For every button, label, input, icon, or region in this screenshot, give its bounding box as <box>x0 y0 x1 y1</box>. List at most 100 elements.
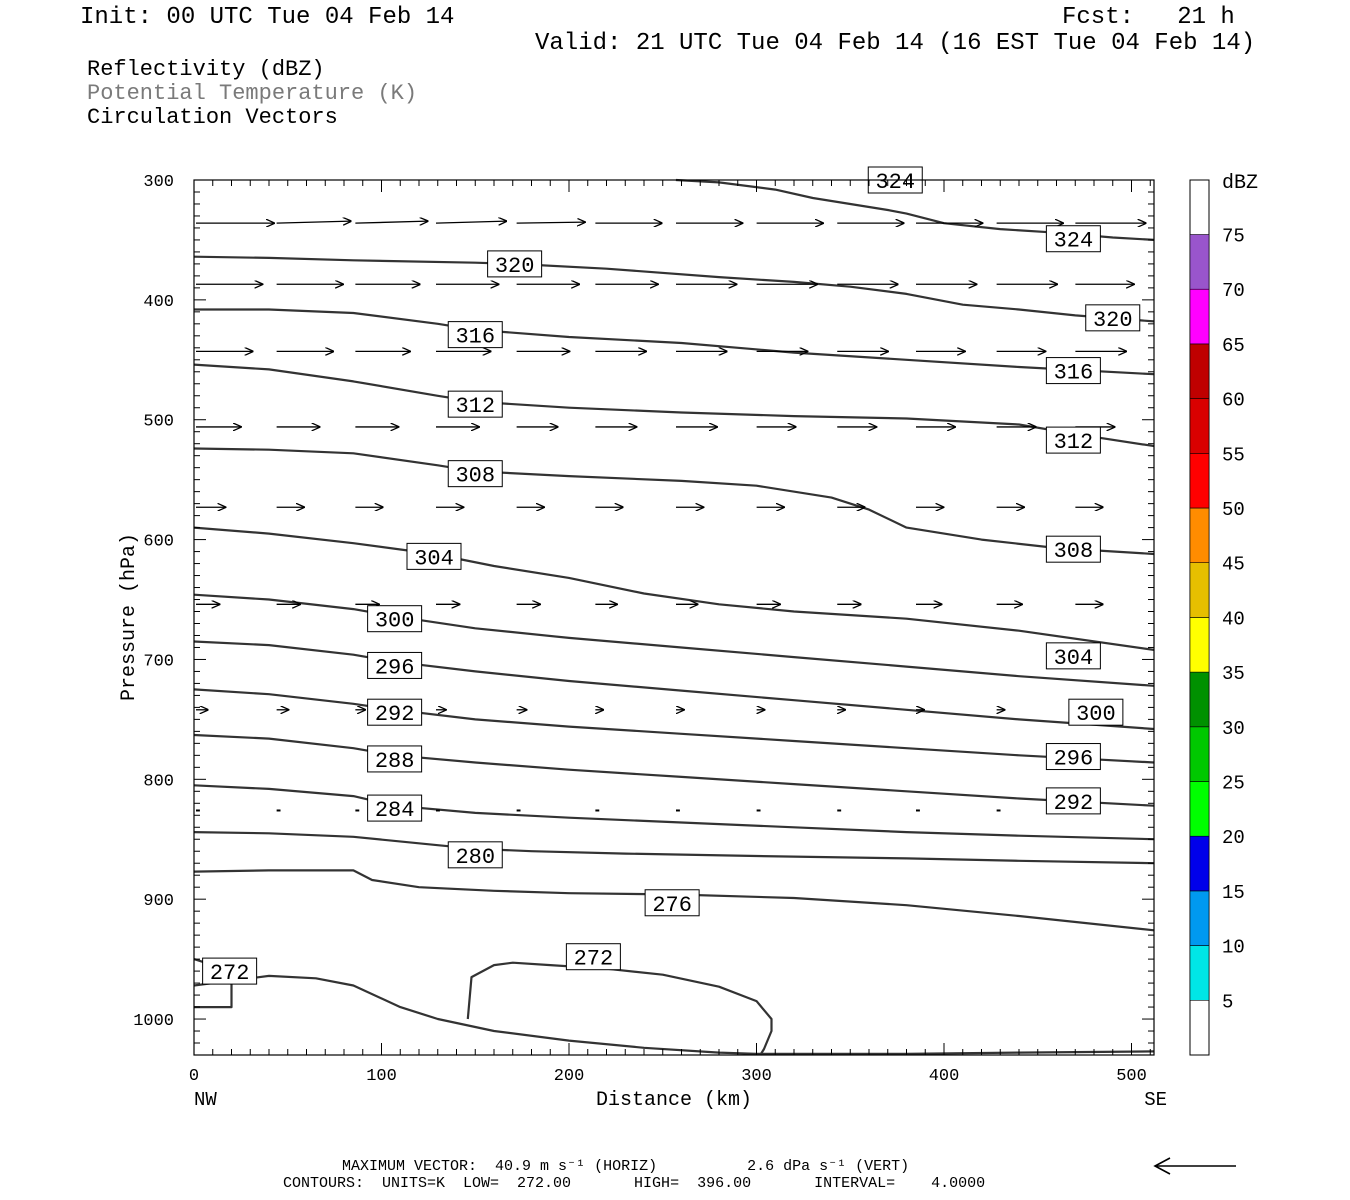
contour-label: 308 <box>1054 539 1094 564</box>
contour-label-frame <box>406 542 462 570</box>
contour-label-box: 324 <box>1045 225 1101 254</box>
theta-contour-284 <box>193 784 1155 841</box>
contour-label-frame <box>1045 787 1101 815</box>
theta-contour-surface <box>193 974 1155 1055</box>
contour-label-box: 288 <box>367 745 423 774</box>
circulation-vectors <box>196 221 1146 812</box>
theta-contour-300 <box>193 593 1155 687</box>
colorbar-segment <box>1189 890 1210 946</box>
contour-label-frame <box>447 390 503 418</box>
colorbar-label: 10 <box>1222 937 1245 959</box>
contour-label-box: 280 <box>447 841 503 870</box>
contours-note: CONTOURS: UNITS=K LOW= 272.00 HIGH= 396.… <box>283 1175 986 1192</box>
colorbar-label: 5 <box>1222 991 1233 1013</box>
colorbar-label: 15 <box>1222 882 1245 904</box>
contour-label-frame <box>447 841 503 869</box>
contour-label-box: 276 <box>644 889 700 918</box>
colorbar-segment <box>1189 507 1210 564</box>
contour-label-box: 312 <box>1045 426 1101 455</box>
contour-label-box: 296 <box>1045 743 1101 772</box>
contour-label-box: 312 <box>447 390 503 419</box>
colorbar-label: 75 <box>1222 226 1245 248</box>
colorbar-label: 40 <box>1222 608 1245 630</box>
y-tick-label: 300 <box>143 173 174 192</box>
x-tick-label: 300 <box>741 1067 772 1086</box>
theta-contour-312 <box>193 363 1155 448</box>
y-tick-label: 400 <box>143 293 174 312</box>
colorbar-label: 65 <box>1222 335 1245 357</box>
x-tick-label: 0 <box>189 1067 199 1086</box>
colorbar-segment <box>1189 343 1210 399</box>
colorbar-segment <box>1189 945 1210 1001</box>
contour-label: 296 <box>375 655 415 680</box>
x-axis-title: Distance (km) <box>596 1089 752 1112</box>
reference-vector-arrow <box>1153 1157 1236 1175</box>
x-tick-label: 100 <box>366 1067 397 1086</box>
contour-label-box: 292 <box>367 698 423 727</box>
colorbar-segment <box>1189 452 1210 509</box>
contour-label-frame <box>1085 304 1141 332</box>
x-end-label-se: SE <box>1144 1089 1167 1111</box>
colorbar-label: 50 <box>1222 499 1245 521</box>
contour-label-frame <box>367 651 423 679</box>
y-axis-title: Pressure (hPa) <box>118 533 141 701</box>
contour-label-box: 292 <box>1045 787 1101 816</box>
contour-label-box: 272 <box>565 943 621 972</box>
theta-contour-304 <box>193 526 1155 651</box>
contour-label: 272 <box>210 961 250 986</box>
contour-label: 296 <box>1054 747 1094 772</box>
forecast-hour: Fcst: 21 h <box>1062 4 1235 31</box>
theta-contour-276 <box>193 869 1155 932</box>
contour-label: 300 <box>1076 702 1116 727</box>
contour-label: 312 <box>455 394 495 419</box>
dbz-colorbar: 5 10 15 20 25 30 35 40 45 50 55 60 65 70 75 dBZ <box>1189 172 1258 1056</box>
contour-label-frame <box>447 321 503 349</box>
y-tick-label: 500 <box>143 413 174 432</box>
contour-label-frame <box>367 698 423 726</box>
maximum-vector-note: MAXIMUM VECTOR: 40.9 m s⁻¹ (HORIZ) 2.6 d… <box>342 1158 910 1175</box>
contour-label-box: 324 <box>867 166 923 195</box>
x-tick-label: 500 <box>1116 1067 1147 1086</box>
contour-label-frame <box>367 605 423 633</box>
wind-vector <box>276 221 351 223</box>
colorbar-label: 45 <box>1222 554 1245 576</box>
contour-label: 324 <box>1054 229 1094 254</box>
theta-contour-292 <box>193 688 1155 764</box>
colorbar-label: 20 <box>1222 827 1245 849</box>
colorbar-label: 25 <box>1222 773 1245 795</box>
contour-label-box: 284 <box>367 794 423 823</box>
contour-label: 320 <box>1093 308 1133 333</box>
contour-label-frame <box>1045 426 1101 454</box>
contour-label: 280 <box>455 845 495 870</box>
contour-label: 272 <box>574 947 614 972</box>
init-time: Init: 00 UTC Tue 04 Feb 14 <box>80 4 455 31</box>
contour-label-frame <box>1045 357 1101 385</box>
wind-vector <box>355 221 427 223</box>
legend-potential-temperature: Potential Temperature (K) <box>87 81 418 106</box>
contour-label: 316 <box>1054 361 1094 386</box>
theta-contour-280 <box>193 831 1155 865</box>
theta-contour-308 <box>193 447 1155 556</box>
colorbar-segment <box>1189 562 1210 618</box>
legend-circulation-vectors: Circulation Vectors <box>87 105 338 130</box>
contour-label-frame <box>1045 225 1101 253</box>
contour-label-frame <box>644 889 700 917</box>
contour-label: 276 <box>652 893 692 918</box>
legend-reflectivity: Reflectivity (dBZ) <box>87 57 325 82</box>
theta-contour-272 <box>466 961 773 1056</box>
contour-label-box: 320 <box>1085 304 1141 333</box>
y-tick-label: 600 <box>143 533 174 552</box>
y-tick-label: 800 <box>143 772 174 791</box>
contour-label-frame <box>367 745 423 773</box>
wind-vector <box>516 222 585 223</box>
contour-label-frame <box>202 957 258 985</box>
contour-label: 320 <box>495 254 535 279</box>
y-tick-label: 900 <box>143 892 174 911</box>
contour-label: 300 <box>375 609 415 634</box>
contour-label: 304 <box>1054 646 1094 671</box>
theta-contour-316 <box>194 308 1155 376</box>
contour-label-frame <box>487 250 543 278</box>
contour-label-box: 316 <box>447 321 503 350</box>
colorbar-label: 70 <box>1222 280 1245 302</box>
